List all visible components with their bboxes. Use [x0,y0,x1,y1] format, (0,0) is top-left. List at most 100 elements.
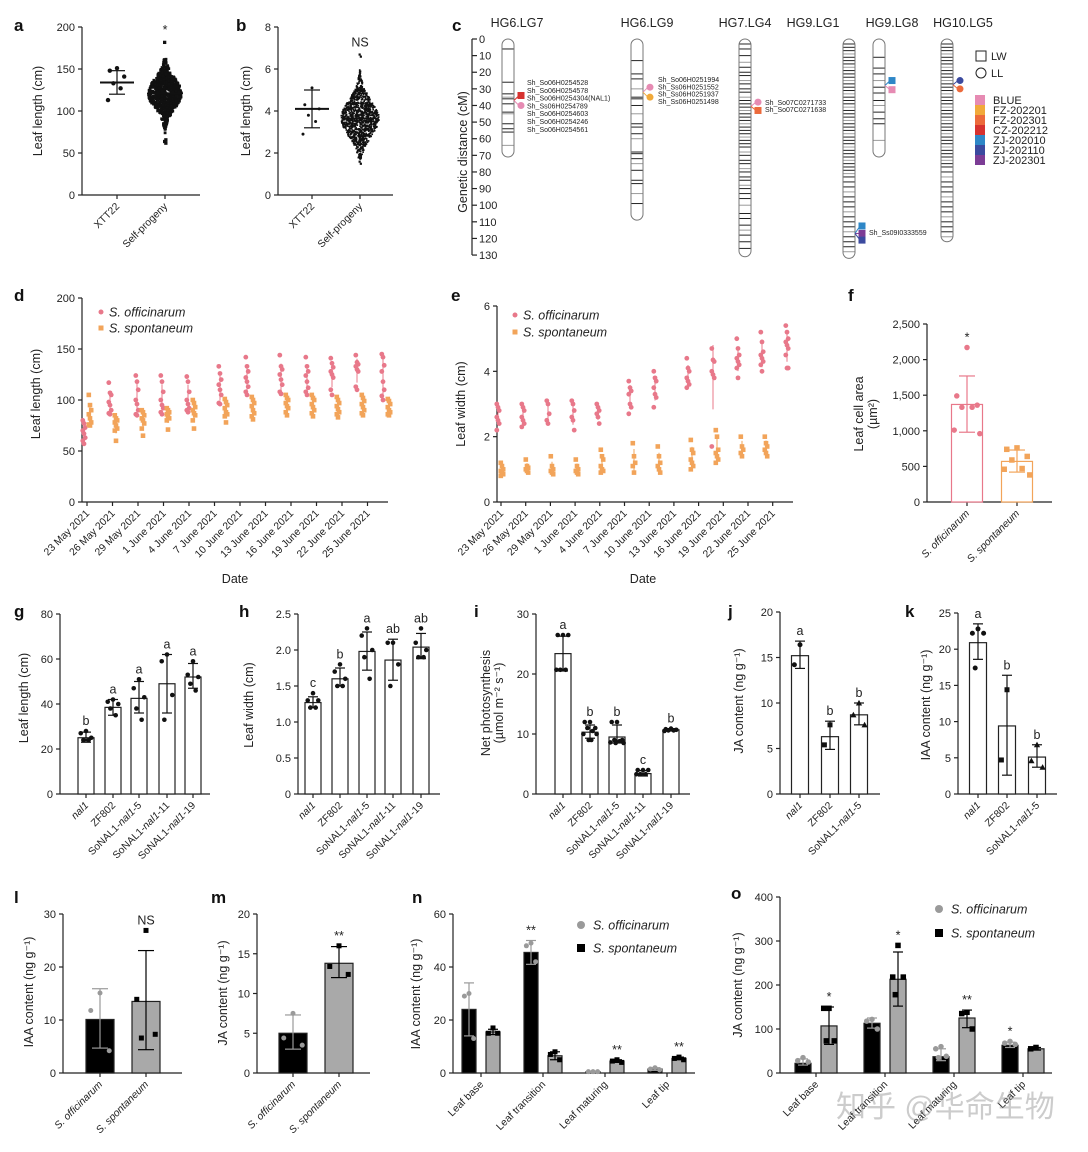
swarm-point [350,137,352,140]
bar-group: a [184,644,202,795]
swarm-point [361,105,364,107]
data-point [88,1007,94,1013]
swarm-point [363,134,366,137]
swarm-point [353,90,356,93]
swarm-point [358,70,361,73]
swarm-point [176,98,180,102]
swarm-point [159,71,163,75]
data-point [972,665,978,671]
x-tick-label: XTT22 [92,201,122,231]
chromosome [501,38,515,158]
swarm-point [365,93,368,96]
y-tick-label: 5 [945,753,951,765]
swarm-point [358,78,360,80]
swarm-point [360,110,362,113]
data-point [306,113,310,117]
swarm-point [348,129,350,132]
data-point [108,392,114,398]
data-point [681,1057,687,1063]
swarm-point [361,79,363,82]
swarm-point [369,106,372,108]
data-point [758,329,764,335]
x-tick-label: Leaf maturing [558,1079,610,1131]
data-point [715,447,721,453]
data-point [327,963,333,969]
y-tick-label: 10 [761,698,773,710]
swarm-point [153,94,157,98]
linkage-group-title: HG6.LG7 [491,16,544,30]
data-point [738,434,744,439]
data-point [380,397,386,403]
swarm-point [350,133,352,135]
data-point [190,418,196,423]
swarm-point [371,103,374,105]
significance-letter: b [1034,728,1041,742]
data-point [385,640,391,646]
linkage-group-title: HG6.LG9 [621,16,674,30]
swarm-point [346,131,348,134]
swarm-point [359,131,361,133]
y-tick-label: 0 [440,1068,446,1080]
swarm-point [346,107,348,110]
panel-label: e [451,286,460,305]
data-point [380,354,386,360]
y-axis-label: (µm²) [866,399,880,429]
data-point [653,395,659,400]
data-point [359,401,365,407]
swarm-point [372,106,374,109]
data-point [361,398,367,404]
data-point [900,974,907,980]
bar-group: a [158,638,176,795]
swarm-point [353,135,355,138]
swarm-point [361,86,364,89]
data-point [190,658,196,664]
swarm-point [363,92,366,95]
linkage-group-title: HG9.LG1 [787,16,840,30]
data-point [304,363,310,369]
swarm-point [357,106,360,109]
swarm-point [360,86,362,89]
data-point [498,460,504,466]
swarm-point [351,107,354,110]
swarm-point [364,143,367,146]
data-point [97,990,103,996]
swarm-point [343,116,346,118]
swarm-point [341,119,344,121]
swarm-point [169,86,173,89]
swarm-point [376,114,379,117]
swarm-point [356,112,358,115]
swarm-point [352,92,355,94]
significance-letter: b [587,705,594,719]
y-tick-label: 1.0 [276,717,291,729]
legend-marker-icon [935,929,943,937]
data-point [581,731,586,737]
swarm-point [376,111,379,114]
swarm-point [367,133,370,136]
swarm-point [362,114,365,117]
data-point [558,667,563,673]
data-point [550,471,556,477]
y-tick-label: 0 [523,789,529,801]
swarm-point [351,119,354,122]
significance-annotation: ** [526,924,536,938]
swarm-point [352,103,355,106]
swarm-point [364,127,367,130]
y-tick-label: 10 [479,51,491,63]
legend-swatch [975,95,985,105]
swarm-point [363,108,366,110]
data-point [805,1059,812,1065]
swarm-point [362,116,364,119]
swarm-point [158,100,161,104]
data-point [735,375,741,381]
bar-group: c [634,753,652,795]
swarm-point [358,69,361,71]
swarm-point [354,91,357,94]
swarm-point [349,130,352,133]
x-tick-label-part: nal1 [784,800,806,822]
swarm-point [154,106,158,109]
swarm-point [364,107,367,110]
data-point [671,1055,677,1061]
x-tick-label: nal1 [547,800,569,822]
swarm-point [348,110,350,112]
